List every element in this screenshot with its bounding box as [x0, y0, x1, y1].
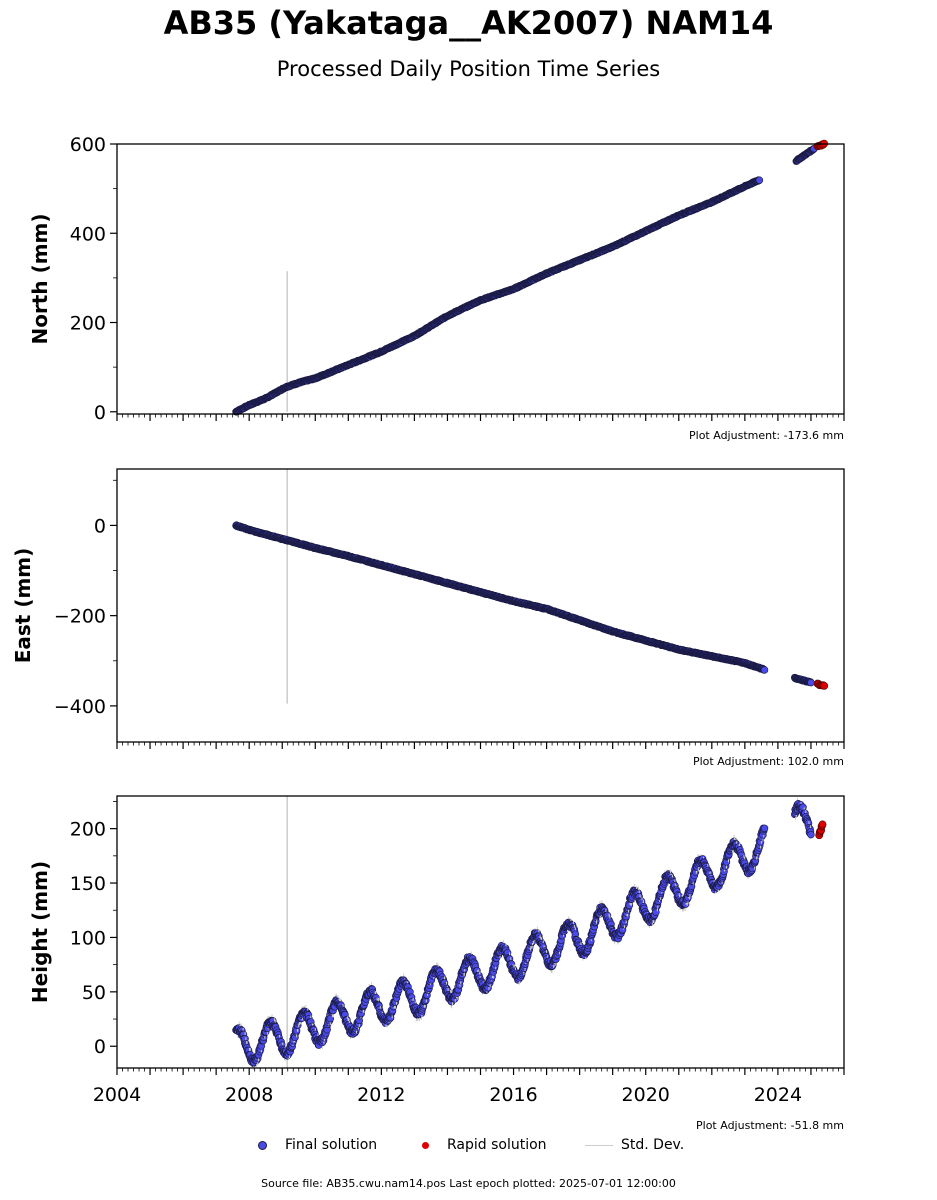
height-x-tick-label: 2012 — [357, 1084, 405, 1106]
east-y-tick-label: −200 — [54, 606, 106, 628]
north-final-points — [232, 144, 818, 416]
north-panel: 0 200 400 600 North (mm) — [28, 134, 845, 424]
north-y-tick-label: 400 — [70, 223, 106, 245]
height-x-tick-label: 2016 — [489, 1084, 537, 1106]
height-panel: 2004 2008 2012 2016 2020 2024050100150200Heig… — [28, 795, 845, 1106]
height-x-tick-label: 2004 — [93, 1084, 141, 1106]
east-panel: −400 −200 0 East (mm) — [11, 468, 845, 749]
height-y-tick-label: 100 — [70, 927, 106, 949]
north-y-tick-label: 600 — [70, 134, 106, 156]
east-final-points — [232, 521, 815, 687]
north-axes-frame — [116, 143, 845, 415]
height-y-tick-label: 200 — [70, 819, 106, 841]
height-x-tick-label: 2020 — [622, 1084, 670, 1106]
east-axes-frame — [116, 468, 845, 743]
east-y-tick-label: −400 — [54, 696, 106, 718]
height-final-point — [652, 908, 660, 916]
height-axes-frame — [116, 795, 845, 1069]
chart-title: AB35 (Yakataga__AK2007) NAM14 — [163, 4, 774, 42]
east-rapid-point — [820, 681, 829, 690]
height-x-tick-label: 2008 — [225, 1084, 273, 1106]
east-final-point — [807, 678, 815, 687]
height-final-point — [760, 824, 769, 832]
height-y-tick-label: 0 — [94, 1036, 106, 1058]
east-final-point — [760, 666, 769, 674]
east-y-axis-label: East (mm) — [11, 548, 35, 664]
north-final-point — [755, 176, 764, 184]
height-final-point — [807, 830, 815, 839]
east-y-tick-label: 0 — [94, 515, 106, 537]
height-final-points — [232, 797, 815, 1070]
height-y-tick-label: 50 — [82, 982, 106, 1004]
height-y-tick-label: 150 — [70, 873, 106, 895]
north-y-axis-label: North (mm) — [28, 213, 52, 344]
chart-subtitle: Processed Daily Position Time Series — [276, 57, 661, 81]
height-rapid-point — [818, 820, 827, 829]
north-y-tick-label: 200 — [70, 313, 106, 335]
height-x-tick-label: 2024 — [754, 1084, 802, 1106]
north-y-tick-label: 0 — [94, 402, 106, 424]
